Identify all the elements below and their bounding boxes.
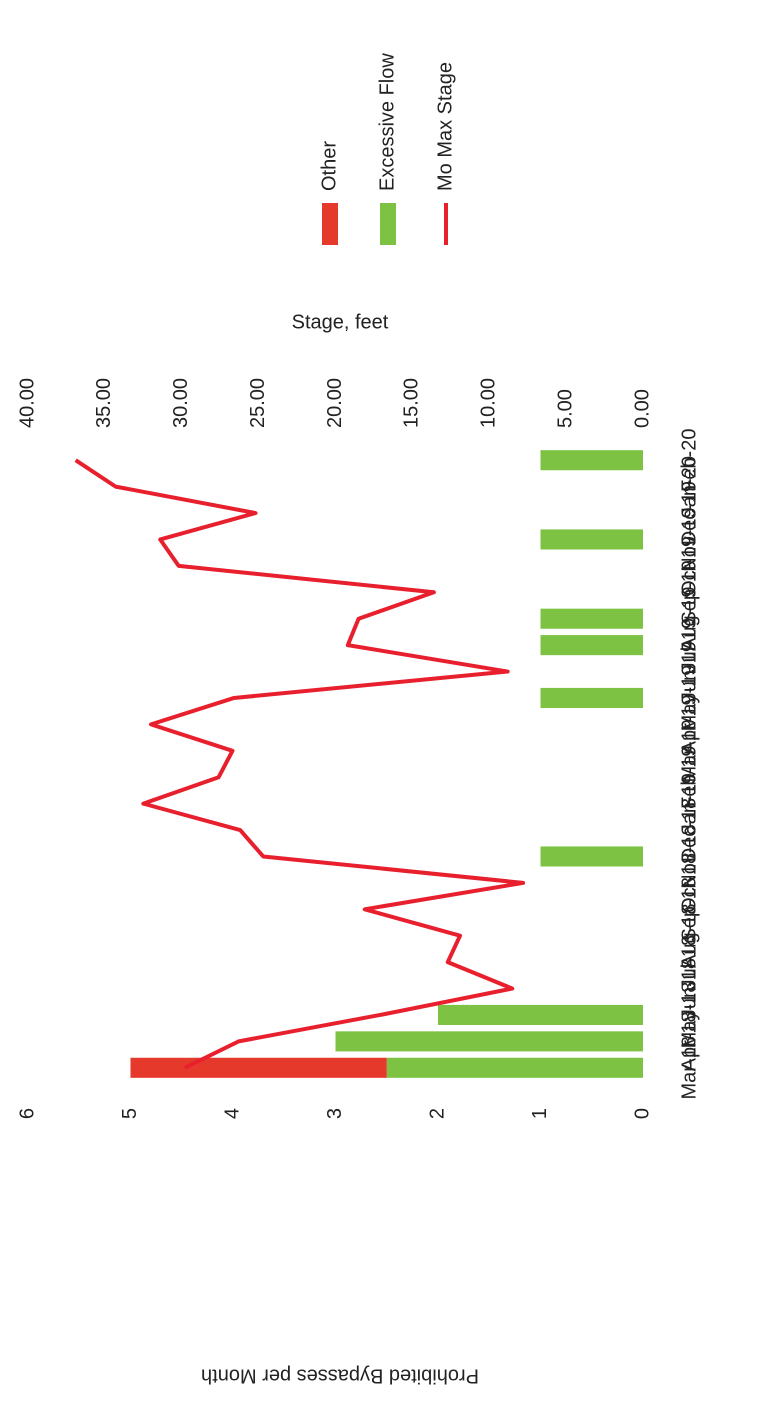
y-axis-title: Prohibited Bypasses per Month (201, 1365, 479, 1387)
x-tick-label: Sep-19 (678, 560, 700, 625)
rotated-chart: Prohibited Bypasses per Month Stage, fee… (16, 53, 700, 1387)
x-tick-label: Apr-18 (678, 1011, 700, 1071)
x-tick-label: Oct-19 (678, 536, 700, 596)
x-tick-label: Jul-18 (678, 935, 700, 989)
bar (130, 1057, 387, 1078)
legend-label: Excessive Flow (376, 53, 398, 191)
y2-tick-label: 35.00 (93, 378, 115, 428)
y2-axis-title: Stage, feet (292, 311, 389, 333)
y2-tick-label: 0.00 (631, 389, 653, 428)
x-tick-label: Feb-19 (678, 746, 700, 809)
x-tick-label: Dec-19 (678, 481, 700, 545)
y-tick-label: 6 (16, 1108, 38, 1119)
x-tick-label: Dec-18 (678, 798, 700, 862)
y-tick-label: 1 (529, 1108, 551, 1119)
x-tick-label: Jan-19 (678, 773, 700, 834)
bar (540, 635, 643, 656)
x-tick-label: Jun-19 (678, 641, 700, 702)
y-tick-label: 0 (631, 1108, 653, 1119)
bar (438, 1004, 643, 1025)
y2-tick-label: 10.00 (478, 378, 500, 428)
x-tick-label: Aug-18 (678, 903, 700, 968)
bar (335, 1031, 643, 1052)
x-tick-label: Mar-19 (678, 719, 700, 782)
stage-line (74, 458, 526, 1070)
y-tick-label: 4 (221, 1108, 243, 1119)
y2-tick-label: 40.00 (16, 378, 38, 428)
x-tick-label: Nov-18 (678, 824, 700, 888)
bar (540, 846, 643, 867)
x-tick-label: Aug-19 (678, 586, 700, 651)
y2-tick-label: 30.00 (170, 378, 192, 428)
legend-swatch (322, 203, 338, 245)
x-tick-label: Nov-19 (678, 507, 700, 571)
legend-swatch (380, 203, 396, 245)
y2-tick-label: 5.00 (554, 389, 576, 428)
x-tick-label: Jul-19 (678, 618, 700, 672)
x-tick-label: Oct-18 (678, 853, 700, 913)
y2-tick-label: 20.00 (324, 378, 346, 428)
x-tick-label: May-18 (678, 982, 700, 1049)
y2-tick-label: 15.00 (401, 378, 423, 428)
x-tick-label: Sep-18 (678, 877, 700, 942)
legend-label: Other (318, 141, 340, 191)
x-tick-label: Feb-20 (678, 429, 700, 492)
x-tick-label: Apr-19 (678, 694, 700, 754)
x-tick-label: Jan-20 (678, 456, 700, 517)
y2-tick-label: 25.00 (247, 378, 269, 428)
bar (386, 1057, 643, 1078)
x-tick-label: Mar-18 (678, 1036, 700, 1099)
y-tick-label: 3 (324, 1108, 346, 1119)
x-tick-label: May-19 (678, 665, 700, 732)
y-tick-label: 5 (119, 1108, 141, 1119)
bar (540, 450, 643, 471)
legend-label: Mo Max Stage (434, 62, 456, 191)
x-tick-label: Jun-18 (678, 958, 700, 1019)
y-tick-label: 2 (426, 1108, 448, 1119)
bar (540, 687, 643, 708)
bar (540, 529, 643, 550)
bar (540, 608, 643, 629)
